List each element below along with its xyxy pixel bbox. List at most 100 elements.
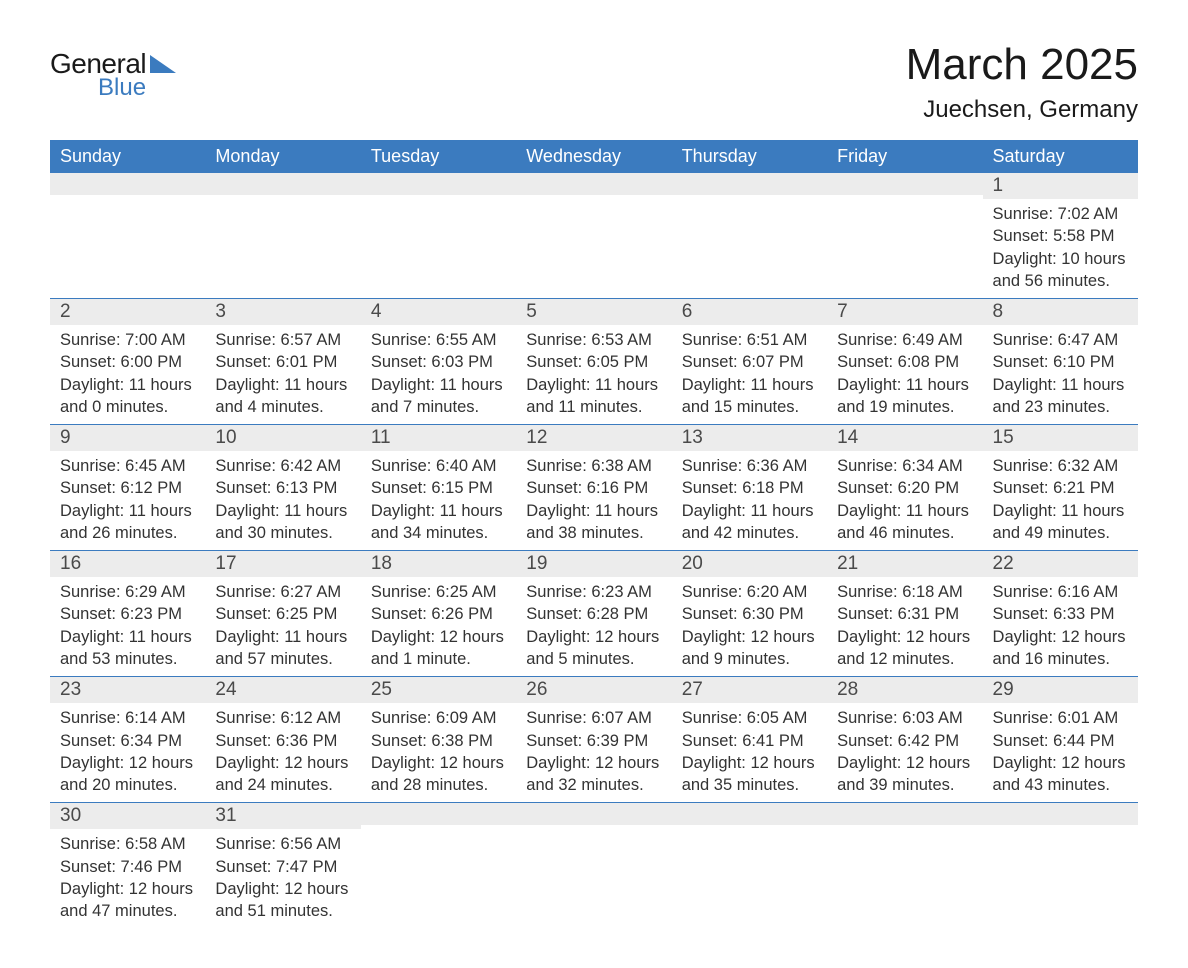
day-number: 6 (672, 299, 827, 325)
sunrise-text: Sunrise: 6:01 AM (993, 707, 1128, 729)
calendar-day-cell (827, 803, 982, 929)
sunset-text: Sunset: 6:41 PM (682, 730, 817, 752)
sunrise-text: Sunrise: 6:53 AM (526, 329, 661, 351)
calendar-day-cell: 26Sunrise: 6:07 AMSunset: 6:39 PMDayligh… (516, 677, 671, 803)
day-body (516, 195, 671, 273)
daylight-text: Daylight: 11 hours and 42 minutes. (682, 500, 817, 545)
day-body (361, 195, 516, 273)
sunset-text: Sunset: 6:03 PM (371, 351, 506, 373)
day-number: 13 (672, 425, 827, 451)
sunset-text: Sunset: 6:15 PM (371, 477, 506, 499)
title-block: March 2025 Juechsen, Germany (906, 40, 1138, 124)
day-number (361, 803, 516, 825)
calendar-day-cell: 4Sunrise: 6:55 AMSunset: 6:03 PMDaylight… (361, 299, 516, 425)
day-number: 27 (672, 677, 827, 703)
day-number: 19 (516, 551, 671, 577)
calendar-table: Sunday Monday Tuesday Wednesday Thursday… (50, 140, 1138, 928)
calendar-day-cell (672, 803, 827, 929)
daylight-text: Daylight: 12 hours and 9 minutes. (682, 626, 817, 671)
sunrise-text: Sunrise: 6:29 AM (60, 581, 195, 603)
day-number (516, 803, 671, 825)
day-number: 12 (516, 425, 671, 451)
day-number: 11 (361, 425, 516, 451)
day-body: Sunrise: 6:09 AMSunset: 6:38 PMDaylight:… (361, 703, 516, 802)
daylight-text: Daylight: 11 hours and 7 minutes. (371, 374, 506, 419)
sunset-text: Sunset: 6:44 PM (993, 730, 1128, 752)
sunrise-text: Sunrise: 6:32 AM (993, 455, 1128, 477)
calendar-day-cell: 21Sunrise: 6:18 AMSunset: 6:31 PMDayligh… (827, 551, 982, 677)
sunset-text: Sunset: 6:16 PM (526, 477, 661, 499)
calendar-day-cell (361, 803, 516, 929)
calendar-day-cell: 3Sunrise: 6:57 AMSunset: 6:01 PMDaylight… (205, 299, 360, 425)
calendar-day-cell (205, 173, 360, 299)
daylight-text: Daylight: 12 hours and 24 minutes. (215, 752, 350, 797)
calendar-day-cell: 8Sunrise: 6:47 AMSunset: 6:10 PMDaylight… (983, 299, 1138, 425)
header: General Blue March 2025 Juechsen, German… (50, 40, 1138, 124)
calendar-day-cell (983, 803, 1138, 929)
day-number (50, 173, 205, 195)
calendar-day-cell: 12Sunrise: 6:38 AMSunset: 6:16 PMDayligh… (516, 425, 671, 551)
calendar-day-cell: 29Sunrise: 6:01 AMSunset: 6:44 PMDayligh… (983, 677, 1138, 803)
calendar-day-cell (361, 173, 516, 299)
calendar-day-cell: 20Sunrise: 6:20 AMSunset: 6:30 PMDayligh… (672, 551, 827, 677)
calendar-day-cell: 5Sunrise: 6:53 AMSunset: 6:05 PMDaylight… (516, 299, 671, 425)
day-body: Sunrise: 6:25 AMSunset: 6:26 PMDaylight:… (361, 577, 516, 676)
sunrise-text: Sunrise: 6:20 AM (682, 581, 817, 603)
sunrise-text: Sunrise: 6:18 AM (837, 581, 972, 603)
sunset-text: Sunset: 7:46 PM (60, 856, 195, 878)
day-body: Sunrise: 7:00 AMSunset: 6:00 PMDaylight:… (50, 325, 205, 424)
daylight-text: Daylight: 12 hours and 1 minute. (371, 626, 506, 671)
sunset-text: Sunset: 6:39 PM (526, 730, 661, 752)
weekday-sunday: Sunday (50, 140, 205, 173)
sunrise-text: Sunrise: 6:07 AM (526, 707, 661, 729)
weekday-monday: Monday (205, 140, 360, 173)
calendar-day-cell: 24Sunrise: 6:12 AMSunset: 6:36 PMDayligh… (205, 677, 360, 803)
weekday-saturday: Saturday (983, 140, 1138, 173)
sunrise-text: Sunrise: 6:36 AM (682, 455, 817, 477)
day-number: 1 (983, 173, 1138, 199)
day-body: Sunrise: 6:47 AMSunset: 6:10 PMDaylight:… (983, 325, 1138, 424)
daylight-text: Daylight: 11 hours and 38 minutes. (526, 500, 661, 545)
sunrise-text: Sunrise: 6:14 AM (60, 707, 195, 729)
sunset-text: Sunset: 6:13 PM (215, 477, 350, 499)
sunset-text: Sunset: 6:21 PM (993, 477, 1128, 499)
day-number (983, 803, 1138, 825)
calendar-day-cell (516, 173, 671, 299)
weekday-row: Sunday Monday Tuesday Wednesday Thursday… (50, 140, 1138, 173)
day-body: Sunrise: 6:14 AMSunset: 6:34 PMDaylight:… (50, 703, 205, 802)
day-number (516, 173, 671, 195)
calendar-day-cell: 14Sunrise: 6:34 AMSunset: 6:20 PMDayligh… (827, 425, 982, 551)
sunset-text: Sunset: 6:28 PM (526, 603, 661, 625)
sunset-text: Sunset: 6:30 PM (682, 603, 817, 625)
sunset-text: Sunset: 6:33 PM (993, 603, 1128, 625)
day-number (205, 173, 360, 195)
calendar-day-cell: 27Sunrise: 6:05 AMSunset: 6:41 PMDayligh… (672, 677, 827, 803)
day-number: 8 (983, 299, 1138, 325)
calendar-week-row: 23Sunrise: 6:14 AMSunset: 6:34 PMDayligh… (50, 677, 1138, 803)
day-number: 21 (827, 551, 982, 577)
day-body (205, 195, 360, 273)
sunrise-text: Sunrise: 6:57 AM (215, 329, 350, 351)
day-body: Sunrise: 6:20 AMSunset: 6:30 PMDaylight:… (672, 577, 827, 676)
sunrise-text: Sunrise: 6:23 AM (526, 581, 661, 603)
day-body: Sunrise: 6:36 AMSunset: 6:18 PMDaylight:… (672, 451, 827, 550)
calendar-body: 1Sunrise: 7:02 AMSunset: 5:58 PMDaylight… (50, 173, 1138, 928)
daylight-text: Daylight: 11 hours and 0 minutes. (60, 374, 195, 419)
day-number: 10 (205, 425, 360, 451)
calendar-day-cell (516, 803, 671, 929)
day-body: Sunrise: 6:34 AMSunset: 6:20 PMDaylight:… (827, 451, 982, 550)
calendar-day-cell: 9Sunrise: 6:45 AMSunset: 6:12 PMDaylight… (50, 425, 205, 551)
daylight-text: Daylight: 11 hours and 30 minutes. (215, 500, 350, 545)
day-body: Sunrise: 6:12 AMSunset: 6:36 PMDaylight:… (205, 703, 360, 802)
day-number: 24 (205, 677, 360, 703)
calendar-day-cell: 31Sunrise: 6:56 AMSunset: 7:47 PMDayligh… (205, 803, 360, 929)
day-body: Sunrise: 6:40 AMSunset: 6:15 PMDaylight:… (361, 451, 516, 550)
sunrise-text: Sunrise: 6:25 AM (371, 581, 506, 603)
sunset-text: Sunset: 6:10 PM (993, 351, 1128, 373)
day-body: Sunrise: 6:45 AMSunset: 6:12 PMDaylight:… (50, 451, 205, 550)
sunrise-text: Sunrise: 6:12 AM (215, 707, 350, 729)
daylight-text: Daylight: 12 hours and 16 minutes. (993, 626, 1128, 671)
day-number: 7 (827, 299, 982, 325)
daylight-text: Daylight: 11 hours and 49 minutes. (993, 500, 1128, 545)
daylight-text: Daylight: 11 hours and 34 minutes. (371, 500, 506, 545)
